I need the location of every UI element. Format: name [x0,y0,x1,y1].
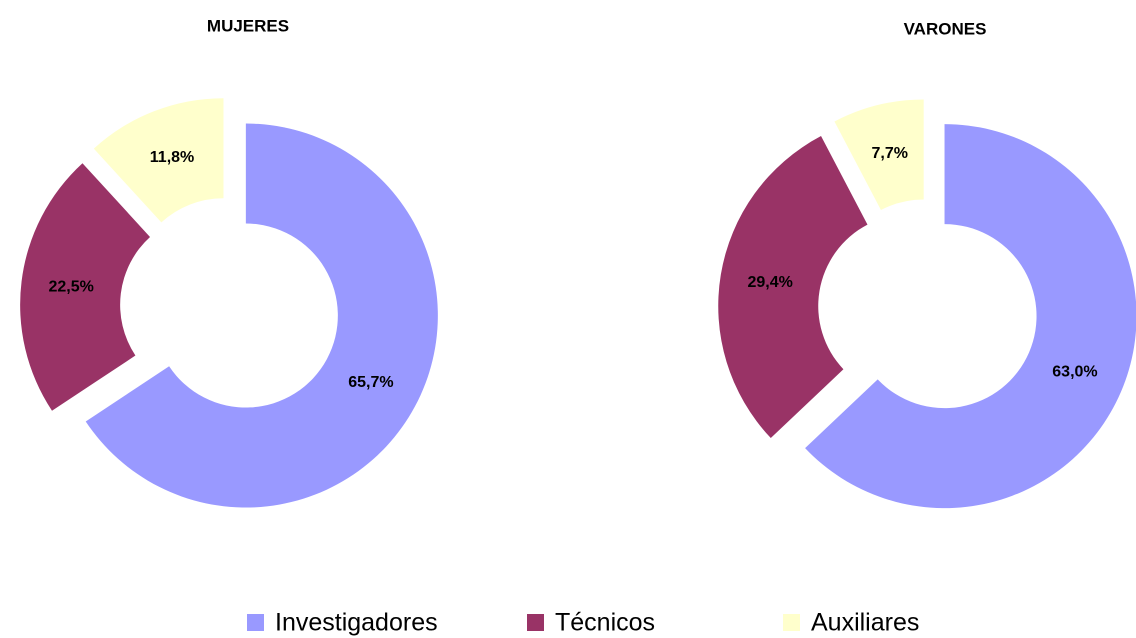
value-label: 11,8% [150,149,194,166]
donut-slice [805,124,1136,509]
value-label: 7,7% [871,145,907,162]
donut-slice [85,123,438,508]
value-label: 29,4% [747,274,792,291]
legend-label: Auxiliares [811,609,919,637]
donut-slice [20,163,151,411]
value-label: 22,5% [49,279,94,296]
donut-slice [718,136,868,439]
value-label: 65,7% [348,374,393,391]
donut-slice [93,98,224,223]
value-label: 63,0% [1052,363,1097,380]
legend-swatch [783,614,800,631]
chart-title: VARONES [904,19,987,38]
legend-swatch [247,614,264,631]
legend-label: Investigadores [275,609,438,637]
legend-label: Técnicos [555,609,655,637]
chart-title: MUJERES [207,16,289,35]
donut-slice [834,99,924,211]
legend-swatch [527,614,544,631]
